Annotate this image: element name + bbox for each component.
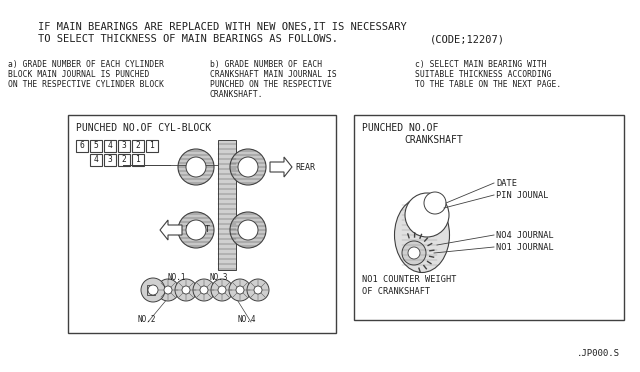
Text: NO.3: NO.3: [210, 273, 228, 282]
Text: b) GRADE NUMBER OF EACH: b) GRADE NUMBER OF EACH: [210, 60, 322, 69]
Text: REAR: REAR: [295, 163, 315, 171]
Circle shape: [424, 192, 446, 214]
Circle shape: [254, 286, 262, 294]
Bar: [354, 115, 624, 320]
Text: 4: 4: [108, 141, 113, 151]
Circle shape: [218, 286, 226, 294]
Text: 3: 3: [122, 141, 127, 151]
Polygon shape: [270, 157, 292, 177]
Text: #6: #6: [191, 163, 200, 171]
Text: FRONT: FRONT: [185, 225, 210, 234]
Circle shape: [148, 285, 158, 295]
Bar: [104, 140, 116, 152]
Text: c) SELECT MAIN BEARING WITH: c) SELECT MAIN BEARING WITH: [415, 60, 547, 69]
Bar: [118, 140, 130, 152]
Text: CRANKSHAFT.: CRANKSHAFT.: [210, 90, 264, 99]
Circle shape: [247, 279, 269, 301]
Text: NO.1: NO.1: [168, 273, 186, 282]
Circle shape: [164, 286, 172, 294]
Text: 1: 1: [136, 155, 140, 164]
Bar: [68, 115, 336, 333]
Text: PIN JOUNAL: PIN JOUNAL: [496, 190, 548, 199]
Bar: [218, 140, 236, 270]
Circle shape: [238, 220, 258, 240]
Text: NO1 JOURNAL: NO1 JOURNAL: [496, 243, 554, 251]
Text: DATE: DATE: [496, 179, 517, 187]
Circle shape: [238, 157, 258, 177]
Text: PUNCHED ON THE RESPECTIVE: PUNCHED ON THE RESPECTIVE: [210, 80, 332, 89]
Text: BLOCK MAIN JOURNAL IS PUNCHED: BLOCK MAIN JOURNAL IS PUNCHED: [8, 70, 149, 79]
Circle shape: [230, 149, 266, 185]
Text: #4: #4: [243, 163, 253, 171]
Circle shape: [182, 286, 190, 294]
Text: 6: 6: [79, 141, 84, 151]
Bar: [118, 154, 130, 166]
Text: OF CRANKSHAFT: OF CRANKSHAFT: [362, 287, 430, 296]
Text: 3: 3: [108, 155, 113, 164]
Bar: [147, 285, 155, 295]
Bar: [90, 140, 102, 152]
Text: .JP000.S: .JP000.S: [577, 349, 620, 358]
Text: a) GRADE NUMBER OF EACH CYLINDER: a) GRADE NUMBER OF EACH CYLINDER: [8, 60, 164, 69]
Text: ON THE RESPECTIVE CYLINDER BLOCK: ON THE RESPECTIVE CYLINDER BLOCK: [8, 80, 164, 89]
Text: 2: 2: [136, 141, 140, 151]
Text: CRANKSHAFT MAIN JOURNAL IS: CRANKSHAFT MAIN JOURNAL IS: [210, 70, 337, 79]
Circle shape: [175, 279, 197, 301]
Ellipse shape: [394, 198, 449, 273]
Text: 1: 1: [150, 141, 154, 151]
Text: NO.2: NO.2: [138, 315, 157, 324]
Text: 4: 4: [93, 155, 99, 164]
Text: TO THE TABLE ON THE NEXT PAGE.: TO THE TABLE ON THE NEXT PAGE.: [415, 80, 561, 89]
Bar: [146, 140, 158, 152]
Circle shape: [200, 286, 208, 294]
Circle shape: [230, 212, 266, 248]
Circle shape: [211, 279, 233, 301]
Text: (CODE;12207): (CODE;12207): [430, 34, 505, 44]
Text: 5: 5: [93, 141, 99, 151]
Circle shape: [178, 149, 214, 185]
Circle shape: [229, 279, 251, 301]
Text: #3: #3: [243, 225, 253, 234]
Circle shape: [408, 247, 420, 259]
Text: NO.4: NO.4: [238, 315, 257, 324]
Text: PUNCHED NO.OF: PUNCHED NO.OF: [362, 123, 438, 133]
Text: PUNCHED NO.OF CYL-BLOCK: PUNCHED NO.OF CYL-BLOCK: [76, 123, 211, 133]
Text: #5: #5: [191, 225, 200, 234]
Circle shape: [402, 241, 426, 265]
Text: IF MAIN BEARINGS ARE REPLACED WITH NEW ONES,IT IS NECESSARY: IF MAIN BEARINGS ARE REPLACED WITH NEW O…: [38, 22, 407, 32]
Text: 2: 2: [122, 155, 127, 164]
Text: SUITABLE THICKNESS ACCORDING: SUITABLE THICKNESS ACCORDING: [415, 70, 552, 79]
Bar: [132, 140, 144, 152]
Polygon shape: [160, 220, 182, 240]
Text: NO1 COUNTER WEIGHT: NO1 COUNTER WEIGHT: [362, 275, 456, 284]
Text: NO4 JOURNAL: NO4 JOURNAL: [496, 231, 554, 240]
Text: TO SELECT THICKNESS OF MAIN BEARINGS AS FOLLOWS.: TO SELECT THICKNESS OF MAIN BEARINGS AS …: [38, 34, 338, 44]
Text: CRANKSHAFT: CRANKSHAFT: [404, 135, 463, 145]
Circle shape: [405, 193, 449, 237]
Bar: [104, 154, 116, 166]
Circle shape: [141, 278, 165, 302]
Circle shape: [236, 286, 244, 294]
Circle shape: [193, 279, 215, 301]
Bar: [76, 140, 88, 152]
Circle shape: [178, 212, 214, 248]
Bar: [132, 154, 144, 166]
Circle shape: [186, 157, 206, 177]
Circle shape: [157, 279, 179, 301]
Bar: [90, 154, 102, 166]
Circle shape: [186, 220, 206, 240]
